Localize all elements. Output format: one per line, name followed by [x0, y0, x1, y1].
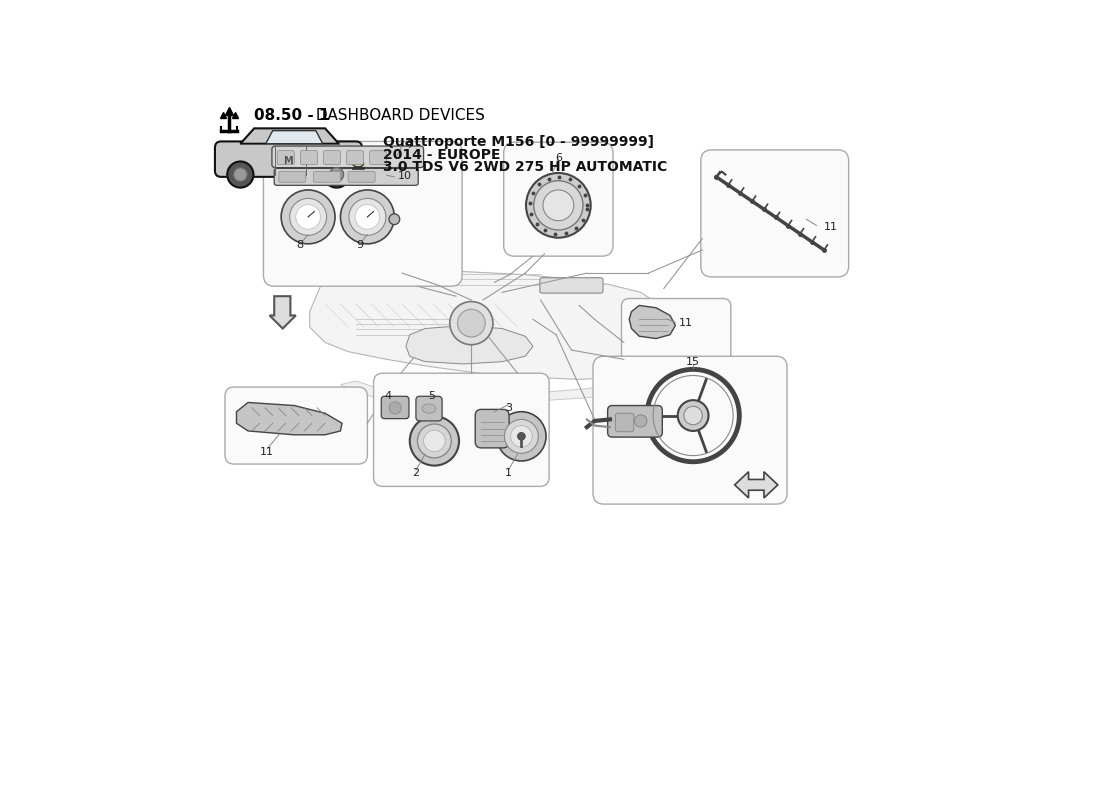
- Circle shape: [497, 412, 546, 461]
- FancyBboxPatch shape: [615, 414, 634, 432]
- Polygon shape: [629, 306, 675, 338]
- FancyBboxPatch shape: [279, 171, 306, 182]
- Text: 8: 8: [297, 240, 304, 250]
- FancyBboxPatch shape: [214, 142, 362, 177]
- Polygon shape: [236, 402, 342, 435]
- FancyBboxPatch shape: [314, 171, 341, 182]
- FancyBboxPatch shape: [274, 168, 418, 186]
- Circle shape: [543, 190, 574, 221]
- FancyBboxPatch shape: [370, 150, 387, 165]
- Circle shape: [228, 162, 253, 188]
- Text: 6: 6: [554, 153, 562, 162]
- Text: 5: 5: [428, 391, 435, 402]
- Circle shape: [323, 162, 350, 188]
- Text: 3: 3: [505, 403, 512, 413]
- Circle shape: [526, 173, 591, 238]
- Circle shape: [505, 419, 538, 454]
- Circle shape: [518, 433, 526, 440]
- FancyBboxPatch shape: [504, 142, 613, 256]
- Circle shape: [233, 168, 248, 182]
- FancyBboxPatch shape: [277, 150, 295, 165]
- Ellipse shape: [353, 161, 363, 167]
- Text: 2014 - EUROPE: 2014 - EUROPE: [383, 147, 500, 162]
- Text: 08.50 - 1: 08.50 - 1: [254, 108, 330, 122]
- FancyBboxPatch shape: [348, 171, 375, 182]
- FancyBboxPatch shape: [475, 410, 509, 448]
- Text: 9: 9: [356, 240, 363, 250]
- FancyBboxPatch shape: [272, 146, 424, 168]
- FancyBboxPatch shape: [593, 356, 788, 504]
- FancyBboxPatch shape: [323, 150, 341, 165]
- FancyBboxPatch shape: [346, 150, 363, 165]
- FancyBboxPatch shape: [300, 150, 318, 165]
- FancyBboxPatch shape: [374, 373, 549, 486]
- Polygon shape: [341, 370, 664, 404]
- FancyBboxPatch shape: [264, 142, 462, 286]
- Circle shape: [409, 416, 459, 466]
- Circle shape: [684, 406, 703, 425]
- Circle shape: [458, 310, 485, 337]
- Circle shape: [635, 414, 647, 427]
- Text: 11: 11: [824, 222, 838, 232]
- Text: 3.0 TDS V6 2WD 275 HP AUTOMATIC: 3.0 TDS V6 2WD 275 HP AUTOMATIC: [383, 160, 667, 174]
- Circle shape: [418, 424, 451, 458]
- Circle shape: [289, 198, 327, 235]
- Circle shape: [534, 181, 583, 230]
- Circle shape: [355, 205, 380, 230]
- Circle shape: [296, 205, 320, 230]
- Text: Quattroporte M156 [0 - 99999999]: Quattroporte M156 [0 - 99999999]: [383, 135, 653, 149]
- Circle shape: [282, 190, 336, 244]
- FancyBboxPatch shape: [701, 150, 849, 277]
- FancyBboxPatch shape: [621, 298, 730, 377]
- Circle shape: [450, 302, 493, 345]
- Text: 11: 11: [260, 446, 274, 457]
- Circle shape: [341, 190, 394, 244]
- Polygon shape: [735, 472, 778, 498]
- Text: DASHBOARD DEVICES: DASHBOARD DEVICES: [311, 108, 485, 122]
- Text: 11: 11: [680, 318, 693, 328]
- FancyBboxPatch shape: [607, 406, 662, 437]
- Polygon shape: [406, 326, 534, 364]
- Ellipse shape: [422, 404, 436, 414]
- Text: 10: 10: [398, 171, 412, 181]
- Text: 2: 2: [412, 468, 419, 478]
- Circle shape: [389, 214, 399, 225]
- Text: M: M: [284, 157, 293, 166]
- FancyBboxPatch shape: [382, 396, 409, 418]
- Text: 7: 7: [406, 140, 412, 150]
- Text: 4: 4: [385, 391, 392, 402]
- Text: 1: 1: [505, 468, 512, 478]
- Circle shape: [678, 400, 708, 431]
- Circle shape: [424, 430, 446, 452]
- FancyBboxPatch shape: [540, 278, 603, 293]
- Circle shape: [510, 426, 532, 447]
- Circle shape: [330, 168, 343, 182]
- Polygon shape: [241, 128, 339, 144]
- Polygon shape: [266, 130, 322, 144]
- Polygon shape: [310, 270, 680, 379]
- FancyBboxPatch shape: [416, 396, 442, 421]
- Polygon shape: [270, 296, 296, 329]
- FancyBboxPatch shape: [224, 387, 367, 464]
- Circle shape: [389, 402, 402, 414]
- Text: 15: 15: [686, 357, 700, 366]
- Circle shape: [349, 198, 386, 235]
